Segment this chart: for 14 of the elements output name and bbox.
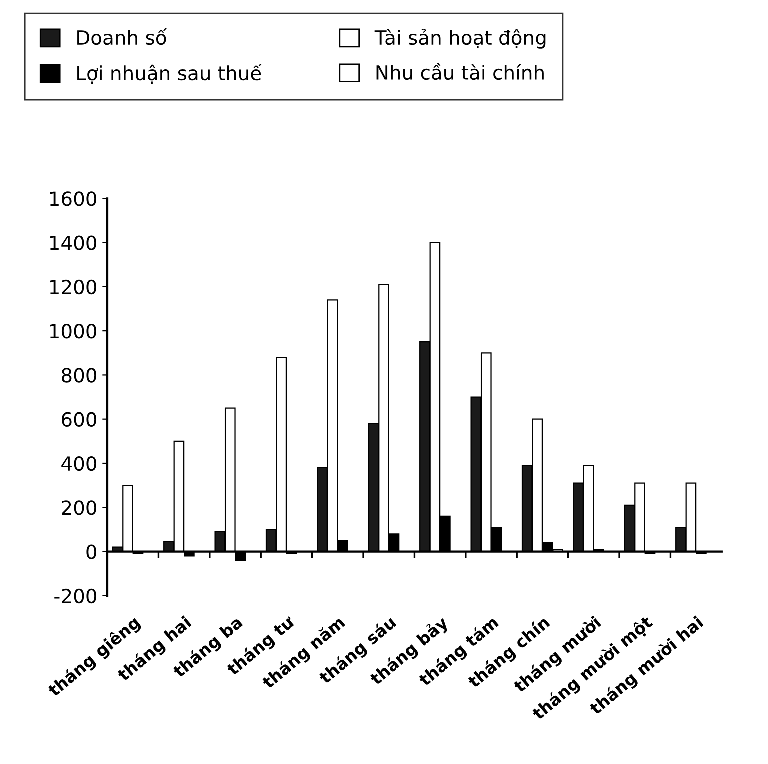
- legend-label: Nhu cầu tài chính: [376, 63, 544, 80]
- y-tick-label: 1000: [50, 324, 97, 339]
- y-tick-label: 1600: [50, 192, 97, 206]
- y-tick-label: 800: [62, 368, 97, 383]
- legend-label: Doanh số: [78, 28, 168, 46]
- y-tick-label: 600: [62, 412, 97, 428]
- y-tick-label: 400: [62, 456, 97, 472]
- legend-label: Tài sản hoạt động: [374, 29, 546, 49]
- y-tick-label: 1400: [50, 236, 97, 250]
- y-tick-label: -200: [54, 588, 97, 604]
- y-tick-label: 1200: [50, 280, 97, 295]
- y-tick-label: 200: [62, 500, 97, 516]
- legend-label: Lợi nhuận sau thuế: [78, 64, 262, 84]
- y-tick-label: 0: [86, 544, 97, 560]
